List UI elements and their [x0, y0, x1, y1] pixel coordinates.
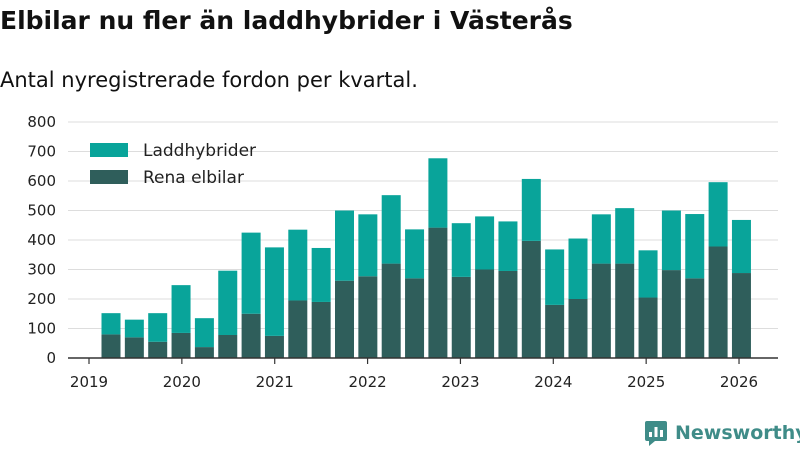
- bar-laddhybrider: [124, 319, 144, 338]
- bar-rena-elbilar: [731, 273, 751, 358]
- bar-rena-elbilar: [381, 263, 401, 358]
- x-tick-label: 2020: [163, 373, 201, 391]
- brand-name: Newsworthy: [675, 422, 800, 444]
- bar-laddhybrider: [661, 210, 681, 271]
- chart-subtitle: Antal nyregistrerade fordon per kvartal.: [0, 68, 418, 92]
- bar-laddhybrider: [264, 247, 284, 336]
- legend-swatch: [90, 143, 128, 157]
- bar-laddhybrider: [171, 285, 191, 333]
- bar-laddhybrider: [311, 247, 331, 302]
- x-axis-ticks: 2019 2020 2021 2022 2023 2024 2025 2026: [70, 358, 758, 391]
- bar-rena-elbilar: [568, 299, 588, 358]
- y-axis-ticks: 0 100 200 300 400 500 600 700 800: [27, 113, 56, 367]
- bar-laddhybrider: [335, 210, 354, 281]
- bar-laddhybrider: [708, 182, 728, 247]
- bar-laddhybrider: [428, 158, 448, 228]
- bar-laddhybrider: [218, 270, 238, 335]
- y-tick-label: 0: [46, 349, 56, 367]
- bar-rena-elbilar: [358, 276, 378, 358]
- newsworthy-logo-icon: [645, 421, 667, 446]
- y-tick-label: 400: [27, 231, 56, 249]
- legend-label: Rena elbilar: [143, 168, 244, 188]
- bar-laddhybrider: [731, 219, 751, 274]
- bar-rena-elbilar: [545, 304, 565, 358]
- bar-laddhybrider: [521, 178, 541, 241]
- y-tick-label: 500: [27, 202, 56, 220]
- bar-rena-elbilar: [638, 297, 658, 358]
- y-tick-label: 100: [27, 320, 56, 338]
- bar-laddhybrider: [568, 238, 588, 299]
- bar-rena-elbilar: [218, 334, 238, 358]
- bar-rena-elbilar: [661, 270, 681, 358]
- bar-rena-elbilar: [685, 278, 705, 358]
- bar-rena-elbilar: [405, 278, 425, 358]
- bar-laddhybrider: [615, 208, 635, 264]
- bar-laddhybrider: [545, 249, 565, 305]
- bar-rena-elbilar: [451, 276, 471, 358]
- bar-rena-elbilar: [171, 332, 191, 358]
- legend-label: Laddhybrider: [143, 141, 256, 161]
- bar-laddhybrider: [381, 195, 401, 264]
- bar-rena-elbilar: [708, 246, 728, 358]
- bar-laddhybrider: [101, 313, 121, 335]
- y-tick-label: 300: [27, 261, 56, 279]
- x-tick-label: 2022: [348, 373, 386, 391]
- bar-laddhybrider: [358, 214, 378, 277]
- chart-title: Elbilar nu fler än laddhybrider i Väster…: [0, 6, 573, 35]
- bar-laddhybrider: [498, 221, 518, 271]
- x-tick-label: 2023: [441, 373, 479, 391]
- bars: [101, 158, 751, 358]
- bar-rena-elbilar: [241, 313, 261, 358]
- bar-laddhybrider: [194, 318, 214, 348]
- x-tick-label: 2026: [720, 373, 758, 391]
- legend-swatch: [90, 170, 128, 184]
- bar-rena-elbilar: [475, 269, 495, 358]
- bar-rena-elbilar: [264, 335, 284, 358]
- bar-laddhybrider: [405, 229, 425, 279]
- x-tick-label: 2019: [70, 373, 108, 391]
- x-tick-label: 2025: [627, 373, 665, 391]
- x-tick-label: 2021: [256, 373, 294, 391]
- brand-logo: Newsworthy: [644, 419, 800, 447]
- y-tick-label: 700: [27, 143, 56, 161]
- bar-laddhybrider: [241, 232, 261, 314]
- bar-rena-elbilar: [148, 341, 168, 358]
- bar-rena-elbilar: [194, 347, 214, 358]
- bar-rena-elbilar: [521, 240, 541, 358]
- bar-laddhybrider: [451, 223, 471, 277]
- y-tick-label: 200: [27, 290, 56, 308]
- bar-laddhybrider: [685, 214, 705, 279]
- bar-rena-elbilar: [288, 300, 308, 358]
- bar-laddhybrider: [148, 313, 168, 342]
- bar-laddhybrider: [288, 229, 308, 301]
- bar-laddhybrider: [591, 214, 611, 264]
- bar-laddhybrider: [638, 250, 658, 298]
- y-tick-label: 600: [27, 172, 56, 190]
- bar-rena-elbilar: [615, 263, 635, 358]
- bar-rena-elbilar: [335, 280, 354, 358]
- bar-rena-elbilar: [591, 263, 611, 358]
- bar-rena-elbilar: [311, 301, 331, 358]
- bar-rena-elbilar: [124, 337, 144, 358]
- x-tick-label: 2024: [534, 373, 572, 391]
- bar-rena-elbilar: [498, 270, 518, 358]
- legend: Laddhybrider Rena elbilar: [90, 141, 256, 188]
- y-tick-label: 800: [27, 113, 56, 131]
- bar-laddhybrider: [475, 216, 495, 270]
- bar-rena-elbilar: [101, 334, 121, 358]
- bar-rena-elbilar: [428, 227, 448, 358]
